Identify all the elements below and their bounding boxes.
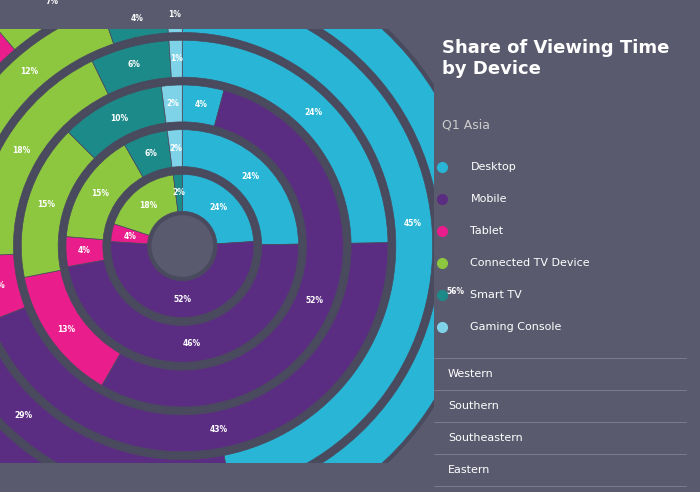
- Wedge shape: [169, 40, 182, 78]
- Text: 24%: 24%: [304, 108, 323, 117]
- Wedge shape: [182, 40, 388, 243]
- Text: 52%: 52%: [174, 295, 191, 304]
- Text: Western: Western: [448, 369, 493, 379]
- Text: Mobile: Mobile: [470, 194, 507, 204]
- Text: 46%: 46%: [183, 339, 201, 348]
- Wedge shape: [125, 131, 172, 177]
- Wedge shape: [102, 0, 168, 44]
- Text: 24%: 24%: [209, 203, 228, 212]
- Text: 7%: 7%: [46, 0, 59, 6]
- Wedge shape: [0, 36, 392, 456]
- Text: 45%: 45%: [404, 219, 422, 228]
- Text: 6%: 6%: [128, 61, 141, 69]
- Wedge shape: [182, 130, 299, 245]
- Wedge shape: [182, 174, 253, 244]
- Text: 4%: 4%: [195, 100, 207, 109]
- Text: Share of Viewing Time
by Device: Share of Viewing Time by Device: [442, 39, 670, 78]
- Wedge shape: [92, 41, 172, 94]
- Text: Q1 Asia: Q1 Asia: [442, 118, 491, 131]
- Text: 1%: 1%: [170, 54, 183, 63]
- Text: 24%: 24%: [242, 172, 260, 181]
- Wedge shape: [0, 254, 25, 321]
- Text: 18%: 18%: [139, 201, 158, 210]
- Wedge shape: [68, 244, 299, 362]
- Text: 2%: 2%: [167, 99, 179, 108]
- Text: 1%: 1%: [168, 10, 181, 19]
- Wedge shape: [0, 91, 99, 492]
- Wedge shape: [161, 85, 182, 123]
- Wedge shape: [0, 0, 482, 492]
- Text: Southeastern: Southeastern: [448, 433, 523, 443]
- Wedge shape: [66, 237, 104, 267]
- Text: 13%: 13%: [57, 325, 76, 334]
- Wedge shape: [166, 0, 182, 33]
- Wedge shape: [21, 132, 94, 277]
- Text: 4%: 4%: [78, 246, 91, 255]
- Text: 2%: 2%: [169, 144, 183, 153]
- Wedge shape: [66, 145, 143, 240]
- Text: 12%: 12%: [20, 67, 38, 76]
- Wedge shape: [0, 61, 108, 256]
- Text: 10%: 10%: [110, 114, 128, 123]
- Text: 15%: 15%: [91, 189, 108, 198]
- Wedge shape: [182, 85, 224, 126]
- Wedge shape: [167, 130, 182, 167]
- Wedge shape: [0, 243, 388, 452]
- Text: 43%: 43%: [209, 425, 228, 434]
- Text: Connected TV Device: Connected TV Device: [470, 258, 590, 268]
- Wedge shape: [0, 22, 15, 110]
- Wedge shape: [174, 174, 182, 212]
- Text: 4%: 4%: [124, 232, 136, 241]
- Text: Smart TV: Smart TV: [470, 290, 522, 300]
- Wedge shape: [0, 214, 231, 492]
- Wedge shape: [0, 0, 437, 492]
- Text: 2%: 2%: [172, 188, 186, 197]
- Text: 29%: 29%: [15, 411, 33, 420]
- Wedge shape: [25, 270, 120, 385]
- Wedge shape: [69, 87, 166, 158]
- Wedge shape: [111, 224, 149, 244]
- Wedge shape: [18, 81, 347, 411]
- Text: 15%: 15%: [37, 200, 55, 209]
- Text: Eastern: Eastern: [448, 465, 491, 475]
- Text: 52%: 52%: [305, 296, 323, 305]
- Text: 18%: 18%: [12, 146, 30, 155]
- Wedge shape: [111, 242, 254, 318]
- Wedge shape: [0, 9, 113, 152]
- Text: 5%: 5%: [0, 280, 6, 290]
- Wedge shape: [182, 0, 433, 492]
- Text: 4%: 4%: [131, 14, 144, 23]
- Wedge shape: [114, 175, 178, 235]
- Text: Tablet: Tablet: [470, 226, 503, 236]
- Text: Gaming Console: Gaming Console: [470, 322, 562, 332]
- Text: Southern: Southern: [448, 401, 499, 411]
- Wedge shape: [62, 126, 302, 366]
- Text: Desktop: Desktop: [470, 162, 516, 172]
- Wedge shape: [0, 0, 113, 50]
- Wedge shape: [87, 0, 477, 492]
- Wedge shape: [102, 91, 343, 407]
- Wedge shape: [107, 171, 258, 321]
- Text: 56%: 56%: [446, 287, 464, 296]
- Text: 6%: 6%: [145, 149, 158, 158]
